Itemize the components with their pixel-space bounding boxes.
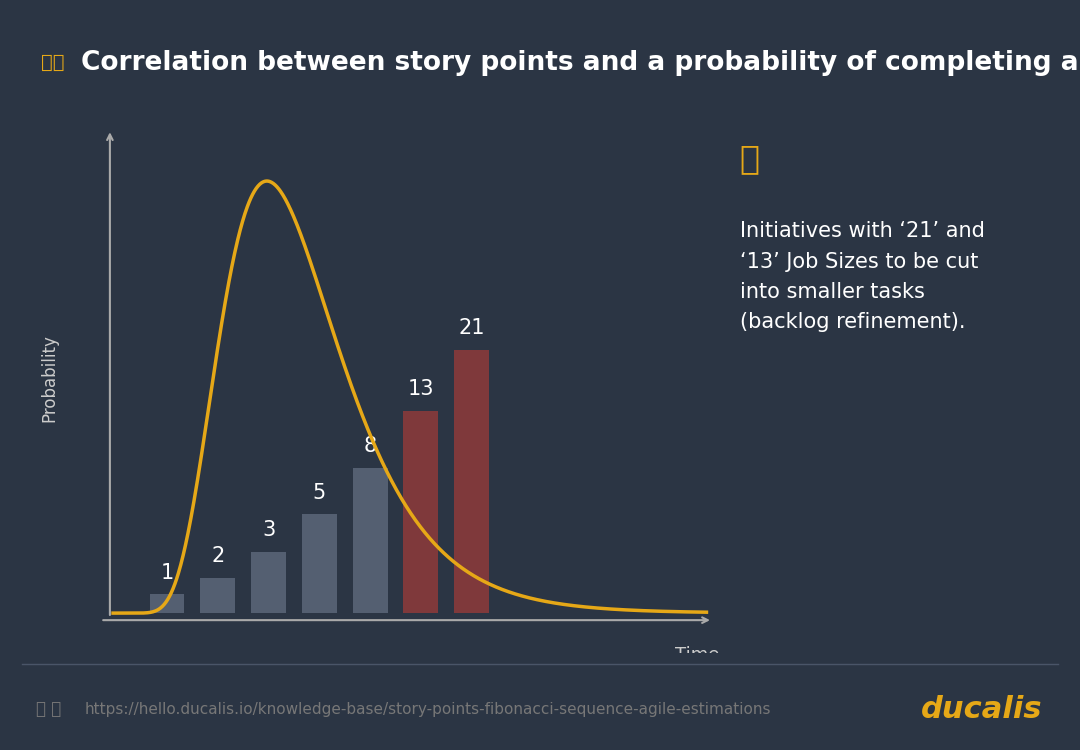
Bar <box>200 578 235 613</box>
Text: Ⓒ ⓘ: Ⓒ ⓘ <box>36 700 60 718</box>
Text: 📏: 📏 <box>740 142 760 175</box>
Text: Correlation between story points and a probability of completing a task on time: Correlation between story points and a p… <box>81 50 1080 76</box>
Text: 21: 21 <box>458 319 485 338</box>
Text: 13: 13 <box>407 380 434 400</box>
Text: 1: 1 <box>161 562 174 583</box>
Bar <box>353 467 388 613</box>
Bar <box>302 514 337 613</box>
Text: Probability: Probability <box>41 334 58 422</box>
Text: Initiatives with ‘21’ and
‘13’ Job Sizes to be cut
into smaller tasks
(backlog r: Initiatives with ‘21’ and ‘13’ Job Sizes… <box>740 221 985 332</box>
Text: Time: Time <box>675 646 719 664</box>
Text: ducalis: ducalis <box>920 694 1042 724</box>
Bar <box>252 552 286 613</box>
Text: 3: 3 <box>262 520 275 540</box>
Bar <box>149 594 185 613</box>
Bar <box>455 350 489 613</box>
Text: 5: 5 <box>313 483 326 502</box>
Bar <box>404 411 438 613</box>
Text: 🔲🔲: 🔲🔲 <box>41 53 65 72</box>
Text: 2: 2 <box>212 546 225 566</box>
Text: 8: 8 <box>364 436 377 456</box>
Text: https://hello.ducalis.io/knowledge-base/story-points-fibonacci-sequence-agile-es: https://hello.ducalis.io/knowledge-base/… <box>84 701 771 716</box>
